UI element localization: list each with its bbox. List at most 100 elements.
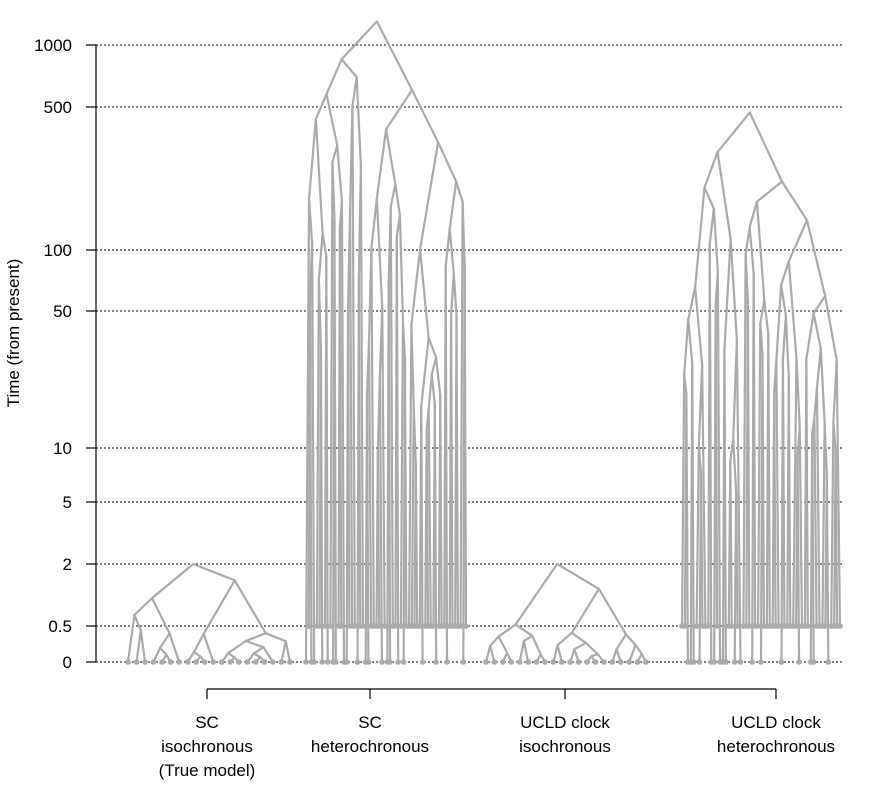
tree-branch — [434, 356, 442, 397]
tree-branch — [780, 180, 809, 222]
group-label: SC isochronous (True model) — [159, 713, 256, 780]
tree-tip — [430, 623, 437, 629]
tree-tip — [775, 623, 782, 629]
tree-tip — [419, 659, 426, 665]
tree-tip — [634, 659, 641, 665]
tree-branch — [192, 632, 205, 653]
tree-branch — [384, 88, 414, 131]
group-label: UCLD clock heterochronous — [717, 713, 835, 756]
tree-branch — [497, 623, 517, 638]
tree-tip — [690, 659, 697, 665]
tree-tip — [810, 659, 817, 665]
tree-tip — [287, 659, 293, 665]
tree-branch — [338, 226, 343, 628]
tree-branch — [329, 161, 334, 628]
tree-branch — [716, 150, 732, 241]
tree-branch — [412, 407, 417, 466]
tree-tip — [365, 659, 372, 665]
tree-group-2 — [303, 20, 469, 665]
tree-branch — [780, 284, 787, 317]
tree-tip — [711, 659, 717, 665]
tree-branch — [133, 613, 142, 632]
tree-branch — [325, 255, 329, 664]
tree-tip — [142, 659, 148, 665]
tree-tip — [167, 659, 174, 665]
tree-tip — [150, 659, 157, 665]
tree-branch — [319, 347, 324, 664]
tree-branch — [775, 359, 780, 628]
tree-branch — [407, 323, 413, 628]
tree-tip — [210, 659, 217, 665]
tree-tip — [236, 659, 242, 665]
tree-branch — [420, 336, 430, 408]
tree-branch — [694, 186, 706, 289]
tree-tip — [805, 623, 811, 629]
tree-branch — [514, 562, 559, 626]
group-label-line: UCLD clock — [520, 713, 610, 732]
tree-tip — [457, 623, 464, 629]
tree-tip — [705, 623, 712, 629]
tree-branch — [798, 426, 804, 628]
tree-branch — [805, 312, 815, 361]
tree-tip — [778, 659, 785, 665]
tree-branch — [389, 205, 394, 628]
tree-branch — [522, 639, 530, 664]
tree-branch — [394, 183, 401, 216]
tree-tip — [392, 623, 399, 629]
tree-tip — [417, 623, 423, 629]
tree-branch — [518, 639, 525, 664]
tree-branch — [699, 473, 704, 628]
tree-tip — [303, 659, 309, 665]
tree-branch — [395, 235, 400, 664]
tree-branch — [433, 403, 438, 664]
tree-branch — [233, 579, 267, 635]
tree-branch — [449, 314, 454, 628]
tree-branch — [427, 408, 432, 628]
tree-tip — [159, 659, 165, 665]
tree-branch — [556, 631, 573, 647]
tree-branch — [755, 200, 766, 302]
tree-branch — [795, 357, 801, 429]
tree-branch — [304, 197, 311, 664]
tree-branch — [410, 323, 415, 411]
group-label: SC heterochronous — [311, 713, 429, 756]
tree-branch — [805, 357, 809, 628]
tree-branch — [570, 587, 600, 635]
tree-branch — [825, 474, 830, 664]
tree-branch — [150, 597, 171, 635]
tree-branch — [735, 491, 739, 628]
tree-group-4 — [679, 111, 843, 665]
tree-branch — [317, 232, 324, 281]
tree-tip — [793, 623, 799, 629]
tree-branch — [522, 634, 534, 643]
tree-branch — [448, 180, 458, 230]
tree-branch — [420, 405, 424, 664]
tree-branch — [315, 278, 320, 628]
y-tick-label: 2 — [63, 555, 72, 574]
tree-branch — [262, 646, 275, 664]
tree-branch — [452, 273, 458, 316]
tree-tip — [584, 659, 590, 665]
y-axis: 0 0.5 2 5 10 50 100 500 1000 — [34, 36, 97, 672]
tree-tip — [319, 659, 326, 665]
tree-branch — [357, 277, 362, 628]
tree-branch — [336, 144, 344, 203]
tree-branch — [192, 650, 202, 658]
tree-branch — [819, 347, 826, 424]
phylogenetic-trees — [125, 20, 843, 665]
tree-tip — [400, 659, 407, 665]
group-label-line: isochronous — [161, 737, 253, 756]
tree-tip — [758, 659, 764, 665]
tree-branch — [436, 141, 458, 183]
tree-branch — [628, 643, 637, 664]
tree-branch — [597, 587, 628, 636]
tree-tip — [227, 659, 234, 665]
tree-branch — [781, 358, 786, 628]
y-tick-label: 100 — [44, 241, 72, 260]
tree-branch — [729, 459, 733, 628]
y-tick-label: 50 — [53, 302, 72, 321]
y-tick-label: 0 — [63, 653, 72, 672]
tree-branch — [714, 303, 719, 628]
tree-tip — [822, 623, 829, 629]
tree-branch — [723, 348, 727, 664]
